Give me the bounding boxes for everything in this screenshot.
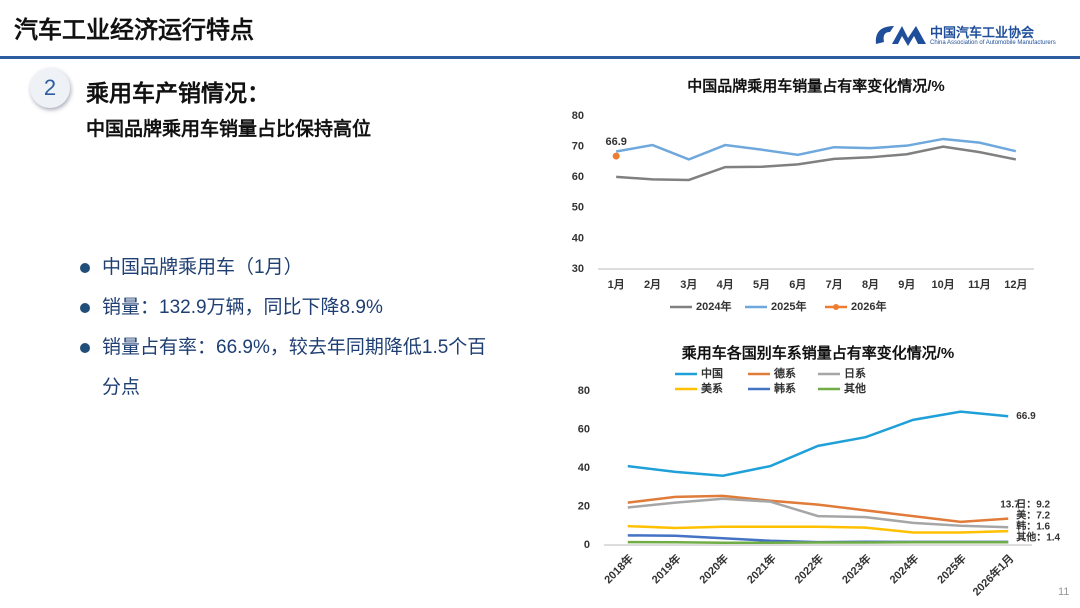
header-title: 汽车工业经济运行特点 — [14, 17, 254, 44]
x-tick-label: 4月 — [717, 278, 734, 291]
x-tick-label: 9月 — [898, 278, 915, 291]
legend-label: 其他 — [844, 381, 866, 395]
x-tick-label: 2024年 — [886, 551, 921, 586]
y-tick-label: 80 — [578, 385, 590, 397]
section-subtitle: 中国品牌乘用车销量占比保持高位 — [86, 119, 372, 140]
logo-mark — [875, 26, 926, 46]
data-label: 美：7.2 — [1016, 509, 1050, 522]
y-tick-label: 40 — [578, 462, 590, 474]
x-tick-label: 2018年 — [601, 551, 636, 586]
data-label: 13.7 — [1000, 499, 1020, 510]
x-tick-label: 8月 — [862, 278, 879, 291]
y-tick-label: 30 — [572, 263, 584, 275]
x-tick-label: 2月 — [644, 278, 661, 291]
logo-text: 中国汽车工业协会 — [930, 25, 1035, 40]
legend-label: 韩系 — [774, 381, 796, 395]
x-tick-label: 2023年 — [839, 551, 874, 586]
legend-marker — [833, 304, 839, 310]
y-tick-label: 20 — [578, 500, 590, 512]
legend-label: 中国 — [701, 366, 723, 380]
bullet: 中国品牌乘用车（1月） — [78, 248, 498, 288]
y-tick-label: 40 — [572, 232, 584, 244]
x-tick-label: 2019年 — [649, 551, 684, 586]
legend-label: 2024年 — [696, 299, 731, 313]
data-label: 其他：1.4 — [1016, 531, 1060, 544]
series-line — [627, 524, 1009, 534]
x-tick-label: 2022年 — [791, 551, 826, 586]
y-tick-label: 0 — [584, 539, 590, 551]
section-number: 2 — [30, 68, 70, 108]
legend-label: 德系 — [773, 366, 796, 380]
legend-label: 日系 — [844, 366, 866, 380]
header-rule — [0, 56, 1080, 59]
y-tick-label: 80 — [572, 110, 584, 122]
x-tick-label: 10月 — [932, 278, 955, 291]
bullet-list: 中国品牌乘用车（1月） 销量：132.9万辆，同比下降8.9% 销量占有率：66… — [78, 248, 498, 408]
page-number: 11 — [1058, 586, 1070, 598]
section-title: 乘用车产销情况： — [86, 80, 270, 106]
legend-label: 2025年 — [771, 299, 806, 313]
x-tick-label: 1月 — [608, 278, 625, 291]
x-tick-label: 5月 — [753, 278, 770, 291]
chart-title: 乘用车各国别车系销量占有率变化情况/% — [681, 344, 955, 362]
y-tick-label: 60 — [578, 423, 590, 435]
x-tick-label: 6月 — [789, 278, 806, 291]
x-tick-label: 3月 — [680, 278, 697, 291]
series-line — [627, 410, 1009, 477]
data-label: 66.9 — [1016, 411, 1036, 422]
series-line — [615, 137, 1017, 161]
data-label: 日：9.2 — [1016, 499, 1050, 511]
y-tick-label: 60 — [572, 171, 584, 183]
series-line — [616, 145, 1017, 182]
x-tick-label: 2025年 — [934, 551, 969, 586]
data-point — [612, 152, 620, 160]
x-tick-label: 2020年 — [696, 551, 731, 586]
y-tick-label: 50 — [572, 202, 584, 214]
data-label: 66.9 — [605, 136, 626, 148]
legend-label: 2026年 — [851, 299, 886, 313]
chart-title: 中国品牌乘用车销量占有率变化情况/% — [687, 77, 945, 95]
x-tick-label: 11月 — [968, 278, 991, 291]
series-line — [627, 540, 1009, 544]
x-tick-label: 2026年1月 — [969, 551, 1016, 598]
x-tick-label: 2021年 — [744, 551, 779, 586]
series-line — [627, 497, 1009, 529]
x-tick-label: 12月 — [1004, 278, 1027, 291]
bullet: 销量：132.9万辆，同比下降8.9% — [78, 288, 498, 328]
x-tick-label: 7月 — [826, 278, 843, 291]
bullet: 销量占有率：66.9%，较去年同期降低1.5个百分点 — [78, 328, 498, 408]
logo-subtext: China Association of Automobile Manufact… — [930, 40, 1056, 46]
data-label: 韩：1.6 — [1016, 520, 1050, 533]
series-line — [627, 494, 1009, 524]
legend-label: 美系 — [701, 381, 723, 395]
y-tick-label: 70 — [572, 141, 584, 153]
